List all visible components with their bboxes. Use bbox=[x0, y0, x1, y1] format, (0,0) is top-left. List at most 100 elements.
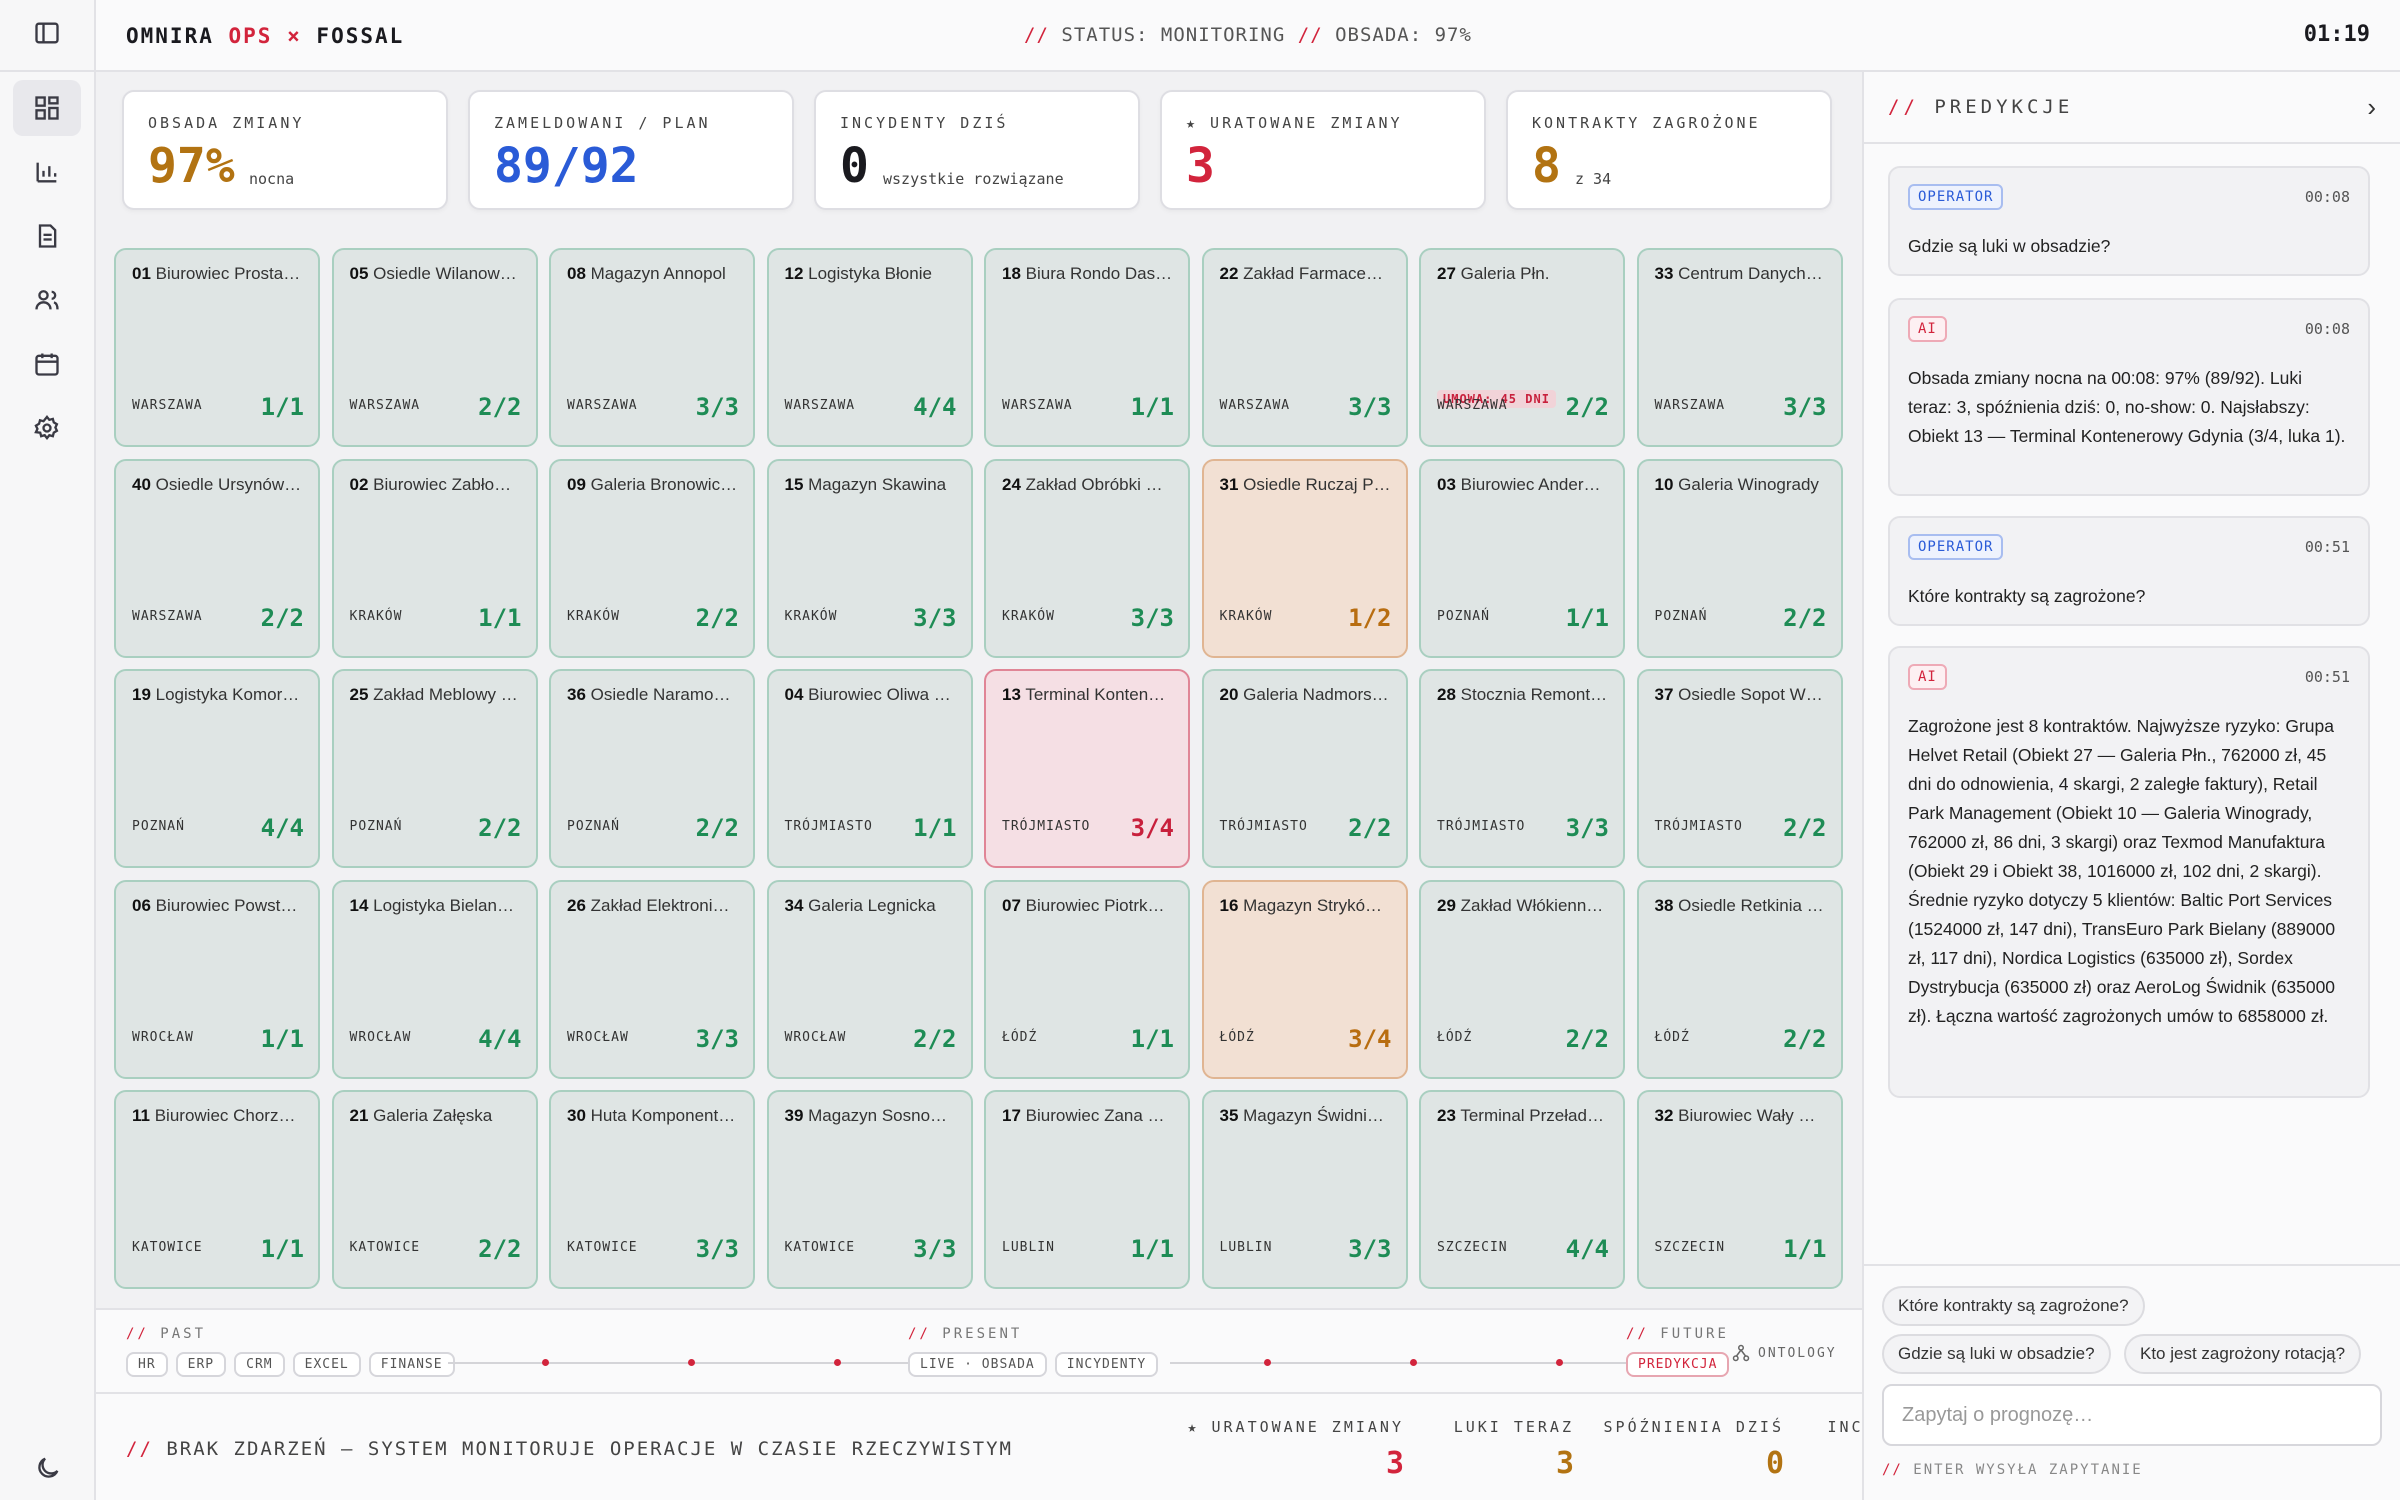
past-chips: HR ERP CRM EXCEL FINANSE bbox=[126, 1352, 455, 1377]
site-tile[interactable]: 25 Zakład Meblowy … POZNAŃ 2/2 bbox=[331, 669, 538, 868]
site-staffing: 2/2 bbox=[478, 814, 522, 842]
source-chip[interactable]: PREDYKCJA bbox=[1626, 1352, 1730, 1377]
chevron-right-icon[interactable]: › bbox=[2367, 92, 2376, 122]
site-name: 03 Biurowiec Ander… bbox=[1437, 474, 1601, 494]
site-tile[interactable]: 40 Osiedle Ursynów… WARSZAWA 2/2 bbox=[114, 458, 320, 658]
site-staffing: 2/2 bbox=[478, 1235, 522, 1263]
site-id: 33 bbox=[1654, 264, 1674, 283]
site-tile[interactable]: 11 Biurowiec Chorz… KATOWICE 1/1 bbox=[114, 1090, 320, 1289]
site-id: 12 bbox=[784, 264, 804, 283]
site-tile[interactable]: 21 Galeria Załęska KATOWICE 2/2 bbox=[331, 1090, 538, 1289]
site-staffing: 1/1 bbox=[1130, 393, 1174, 421]
site-city: SZCZECIN bbox=[1437, 1240, 1508, 1255]
site-staffing: 1/1 bbox=[260, 393, 304, 421]
site-tile[interactable]: 23 Terminal Przeład… SZCZECIN 4/4 bbox=[1419, 1090, 1625, 1289]
source-chip[interactable]: LIVE · OBSADA bbox=[908, 1352, 1047, 1377]
theme-toggle[interactable] bbox=[0, 1454, 96, 1482]
site-tile[interactable]: 31 Osiedle Ruczaj P… KRAKÓW 1/2 bbox=[1201, 458, 1408, 658]
site-tile[interactable]: 30 Huta Komponent… KATOWICE 3/3 bbox=[549, 1090, 755, 1289]
site-tile[interactable]: 28 Stocznia Remont… TRÓJMIASTO 3/3 bbox=[1419, 669, 1625, 868]
nav-users[interactable] bbox=[13, 272, 81, 328]
site-tile[interactable]: 16 Magazyn Strykó… ŁÓDŹ 3/4 bbox=[1201, 879, 1408, 1079]
message-text: Obsada zmiany nocna na 00:08: 97% (89/92… bbox=[1908, 368, 2346, 446]
source-chip[interactable]: CRM bbox=[234, 1352, 285, 1377]
site-city: ŁÓDŹ bbox=[1654, 1029, 1690, 1045]
kpi-label: KONTRAKTY ZAGROŻONE bbox=[1532, 114, 1761, 132]
site-tile[interactable]: 05 Osiedle Wilanow… WARSZAWA 2/2 bbox=[331, 248, 538, 447]
site-staffing: 1/1 bbox=[1130, 1235, 1174, 1263]
users-icon bbox=[35, 290, 59, 310]
suggestion-chip[interactable]: Które kontrakty są zagrożone? bbox=[1882, 1286, 2145, 1326]
nav-dashboard[interactable] bbox=[13, 80, 81, 136]
site-id: 27 bbox=[1437, 264, 1456, 283]
site-name: 15 Magazyn Skawina bbox=[784, 474, 947, 494]
question-input[interactable] bbox=[1882, 1384, 2382, 1446]
site-tile[interactable]: 34 Galeria Legnicka WROCŁAW 2/2 bbox=[766, 879, 973, 1079]
site-name: 28 Stocznia Remont… bbox=[1437, 685, 1608, 704]
site-id: 19 bbox=[132, 685, 151, 704]
bottom-stat: SPÓŹNIENIA DZIŚ 0 bbox=[1604, 1418, 1784, 1481]
site-tile[interactable]: 24 Zakład Obróbki … KRAKÓW 3/3 bbox=[984, 458, 1190, 658]
site-tile[interactable]: 13 Terminal Konten… TRÓJMIASTO 3/4 bbox=[984, 669, 1190, 868]
site-staffing: 1/2 bbox=[1348, 603, 1392, 632]
ontology-link[interactable]: ONTOLOGY bbox=[1732, 1344, 1837, 1362]
site-staffing: 4/4 bbox=[913, 393, 957, 421]
site-tile[interactable]: 08 Magazyn Annopol WARSZAWA 3/3 bbox=[549, 248, 755, 447]
site-id: 35 bbox=[1219, 1106, 1239, 1125]
site-staffing: 1/1 bbox=[1565, 603, 1609, 632]
site-tile[interactable]: 36 Osiedle Naramo… POZNAŃ 2/2 bbox=[549, 669, 755, 868]
site-tile[interactable]: 32 Biurowiec Wały … SZCZECIN 1/1 bbox=[1636, 1090, 1843, 1289]
nav-calendar[interactable] bbox=[13, 336, 81, 392]
source-chip[interactable]: FINANSE bbox=[368, 1352, 455, 1377]
site-tile[interactable]: 35 Magazyn Świdni… LUBLIN 3/3 bbox=[1201, 1090, 1408, 1289]
site-name: 11 Biurowiec Chorz… bbox=[132, 1106, 296, 1125]
site-id: 06 bbox=[132, 895, 151, 915]
site-tile[interactable]: 33 Centrum Danych… WARSZAWA 3/3 bbox=[1636, 248, 1843, 447]
site-tile[interactable]: 07 Biurowiec Piotrk… ŁÓDŹ 1/1 bbox=[984, 879, 1190, 1079]
site-tile[interactable]: 17 Biurowiec Zana … LUBLIN 1/1 bbox=[984, 1090, 1190, 1289]
site-staffing: 2/2 bbox=[1348, 814, 1392, 842]
nav-documents[interactable] bbox=[13, 208, 81, 264]
site-tile[interactable]: 39 Magazyn Sosno… KATOWICE 3/3 bbox=[766, 1090, 973, 1289]
source-chip[interactable]: HR bbox=[126, 1352, 168, 1377]
site-tile[interactable]: 09 Galeria Bronowic… KRAKÓW 2/2 bbox=[549, 458, 755, 658]
site-staffing: 3/3 bbox=[1348, 1235, 1392, 1263]
kpi-label: INCYDENTY DZIŚ bbox=[840, 114, 1009, 132]
site-tile[interactable]: 19 Logistyka Komor… POZNAŃ 4/4 bbox=[114, 669, 320, 868]
site-tile[interactable]: 06 Biurowiec Powst… WROCŁAW 1/1 bbox=[114, 879, 320, 1079]
site-tile[interactable]: 04 Biurowiec Oliwa … TRÓJMIASTO 1/1 bbox=[766, 669, 973, 868]
site-tile[interactable]: 37 Osiedle Sopot W… TRÓJMIASTO 2/2 bbox=[1636, 669, 1843, 868]
source-chip[interactable]: INCYDENTY bbox=[1054, 1352, 1159, 1377]
source-chip[interactable]: ERP bbox=[175, 1352, 227, 1377]
site-city: ŁÓDŹ bbox=[1437, 1029, 1473, 1045]
nav-settings[interactable] bbox=[13, 400, 81, 456]
moon-icon bbox=[38, 1457, 59, 1478]
site-name: 02 Biurowiec Zabło… bbox=[349, 474, 512, 494]
site-id: 05 bbox=[349, 264, 369, 283]
site-tile[interactable]: 27 Galeria Płn. UMOWA: 45 DNI WARSZAWA 2/2 bbox=[1419, 248, 1625, 447]
source-chip[interactable]: EXCEL bbox=[292, 1352, 361, 1377]
site-tile[interactable]: 29 Zakład Włókienn… ŁÓDŹ 2/2 bbox=[1419, 879, 1625, 1079]
site-tile[interactable]: 20 Galeria Nadmors… TRÓJMIASTO 2/2 bbox=[1201, 669, 1408, 868]
suggestion-chip[interactable]: Gdzie są luki w obsadzie? bbox=[1882, 1334, 2111, 1374]
site-tile[interactable]: 14 Logistyka Bielan… WROCŁAW 4/4 bbox=[331, 879, 538, 1079]
site-tile[interactable]: 02 Biurowiec Zabło… KRAKÓW 1/1 bbox=[331, 458, 538, 658]
nav-analytics[interactable] bbox=[13, 144, 81, 200]
site-tile[interactable]: 38 Osiedle Retkinia … ŁÓDŹ 2/2 bbox=[1636, 879, 1843, 1079]
suggestion-chip[interactable]: Kto jest zagrożony rotacją? bbox=[2124, 1334, 2362, 1374]
site-tile[interactable]: 15 Magazyn Skawina KRAKÓW 3/3 bbox=[766, 458, 973, 658]
site-tile[interactable]: 18 Biura Rondo Das… WARSZAWA 1/1 bbox=[984, 248, 1190, 447]
site-tile[interactable]: 12 Logistyka Błonie WARSZAWA 4/4 bbox=[766, 248, 973, 447]
site-tile[interactable]: 10 Galeria Winogrady POZNAŃ 2/2 bbox=[1636, 458, 1843, 658]
site-tile[interactable]: 03 Biurowiec Ander… POZNAŃ 1/1 bbox=[1419, 458, 1625, 658]
site-tile[interactable]: 01 Biurowiec Prostа… WARSZAWA 1/1 bbox=[114, 248, 320, 447]
future-label: // FUTURE bbox=[1626, 1326, 1729, 1342]
site-tile[interactable]: 22 Zakład Farmace… WARSZAWA 3/3 bbox=[1201, 248, 1408, 447]
site-staffing: 1/1 bbox=[1130, 1024, 1174, 1053]
timeline-dot bbox=[1264, 1359, 1271, 1366]
kpi-label: OBSADA ZMIANY bbox=[148, 114, 305, 132]
bottom-stat: LUKI TERAZ 3 bbox=[1454, 1418, 1574, 1481]
sidebar-toggle-icon[interactable] bbox=[33, 19, 61, 52]
message-time: 00:08 bbox=[2304, 188, 2350, 206]
site-tile[interactable]: 26 Zakład Elektroni… WROCŁAW 3/3 bbox=[549, 879, 755, 1079]
